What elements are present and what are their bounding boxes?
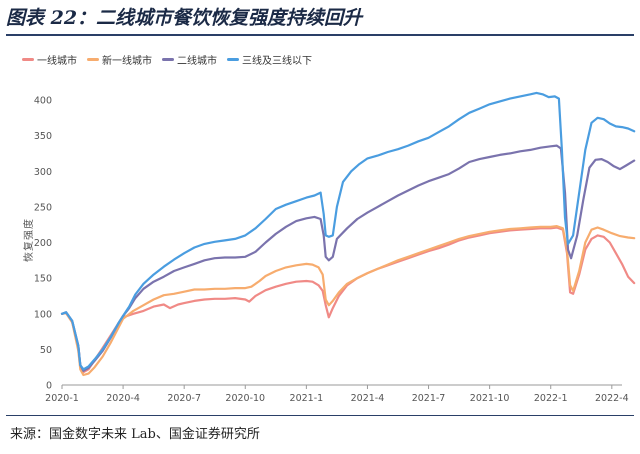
legend-swatch — [162, 58, 174, 61]
y-tick-label: 150 — [34, 274, 52, 285]
x-tick-label: 2021-10 — [470, 393, 510, 404]
legend-swatch — [227, 58, 239, 61]
y-tick-label: 400 — [34, 96, 52, 107]
legend-label: 三线及三线以下 — [242, 56, 312, 67]
series-line-4 — [60, 91, 636, 371]
x-tick-label: 2020-1 — [45, 393, 79, 404]
line-chart: 0 50 100 150 200 250 300 350 400 2020-1 2020-4 2020… — [22, 91, 636, 405]
legend-label: 新一线城市 — [102, 56, 152, 67]
source-note: 来源：国金数字未来 Lab、国金证券研究所 — [10, 427, 260, 442]
legend: 一线城市 新一线城市 二线城市 三线及三线以下 — [22, 52, 312, 67]
legend-item-1: 一线城市 — [22, 52, 77, 67]
x-tick-label: 2021-1 — [290, 393, 324, 404]
y-tick-label: 250 — [34, 202, 52, 213]
y-tick-label: 50 — [40, 345, 52, 356]
x-tick-label: 2021-7 — [412, 393, 446, 404]
legend-label: 一线城市 — [37, 56, 77, 67]
x-tick-label: 2022-4 — [595, 393, 629, 404]
y-axis-label: 恢复强度 — [22, 218, 35, 262]
y-tick-label: 300 — [34, 167, 52, 178]
y-tick-label: 0 — [46, 381, 52, 392]
legend-item-4: 三线及三线以下 — [227, 52, 312, 67]
legend-swatch — [22, 58, 34, 61]
legend-swatch — [87, 58, 99, 61]
axes: 0 50 100 150 200 250 300 350 400 2020-1 2020-4 2020… — [34, 96, 629, 405]
legend-label: 二线城市 — [177, 56, 217, 67]
series-line-2 — [60, 225, 636, 377]
y-tick-label: 200 — [34, 238, 52, 249]
figure-title: 图表 22：二线城市餐饮恢复强度持续回升 — [6, 7, 363, 29]
series-line-1 — [60, 226, 636, 374]
legend-item-3: 二线城市 — [162, 52, 217, 67]
series-lines — [60, 91, 636, 377]
x-tick-label: 2022-1 — [534, 393, 568, 404]
x-tick-label: 2020-7 — [167, 393, 201, 404]
title-divider — [6, 34, 634, 36]
series-line-3 — [60, 144, 636, 372]
x-tick-label: 2020-10 — [225, 393, 265, 404]
y-tick-label: 350 — [34, 131, 52, 142]
y-tick-label: 100 — [34, 309, 52, 320]
legend-item-2: 新一线城市 — [87, 52, 152, 67]
source-divider — [6, 415, 634, 416]
x-tick-label: 2021-4 — [351, 393, 385, 404]
x-tick-label: 2020-4 — [106, 393, 140, 404]
